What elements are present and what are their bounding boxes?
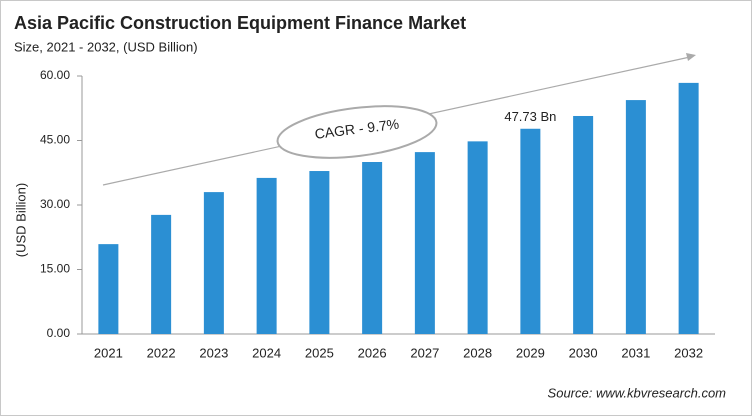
bar xyxy=(573,115,594,335)
bar xyxy=(467,141,488,334)
x-tick-label: 2024 xyxy=(252,345,281,360)
chart-subtitle: Size, 2021 - 2032, (USD Billion) xyxy=(14,39,198,54)
x-tick-label: 2032 xyxy=(674,345,703,360)
x-tick-label: 2025 xyxy=(305,345,334,360)
x-tick-label: 2029 xyxy=(516,345,545,360)
bar xyxy=(98,244,119,334)
x-tick-label: 2021 xyxy=(94,345,123,360)
x-tick-label: 2026 xyxy=(358,345,387,360)
bar xyxy=(203,192,224,334)
x-tick-label: 2027 xyxy=(410,345,439,360)
bar xyxy=(520,128,541,334)
y-tick-label: 45.00 xyxy=(40,133,70,147)
y-tick-label: 30.00 xyxy=(40,197,70,211)
y-axis-label: (USD Billion) xyxy=(13,183,28,257)
bar xyxy=(256,177,277,334)
arrow-head xyxy=(686,53,696,61)
x-tick-label: 2031 xyxy=(621,345,650,360)
x-tick-label: 2023 xyxy=(199,345,228,360)
bar xyxy=(625,100,646,334)
bar xyxy=(414,152,435,334)
x-tick-label: 2028 xyxy=(463,345,492,360)
bar xyxy=(678,82,699,334)
x-tick-label: 2022 xyxy=(147,345,176,360)
cagr-ellipse xyxy=(276,105,438,159)
bar xyxy=(309,171,330,334)
y-tick-label: 60.00 xyxy=(40,68,70,82)
y-tick-label: 0.00 xyxy=(47,326,71,340)
source-note: Source: www.kbvresearch.com xyxy=(548,385,727,400)
y-tick-label: 15.00 xyxy=(40,262,70,276)
chart-title: Asia Pacific Construction Equipment Fina… xyxy=(14,13,466,33)
x-tick-label: 2030 xyxy=(569,345,598,360)
bar xyxy=(151,214,172,334)
value-label: 47.73 Bn xyxy=(504,109,556,124)
bar xyxy=(362,162,383,334)
